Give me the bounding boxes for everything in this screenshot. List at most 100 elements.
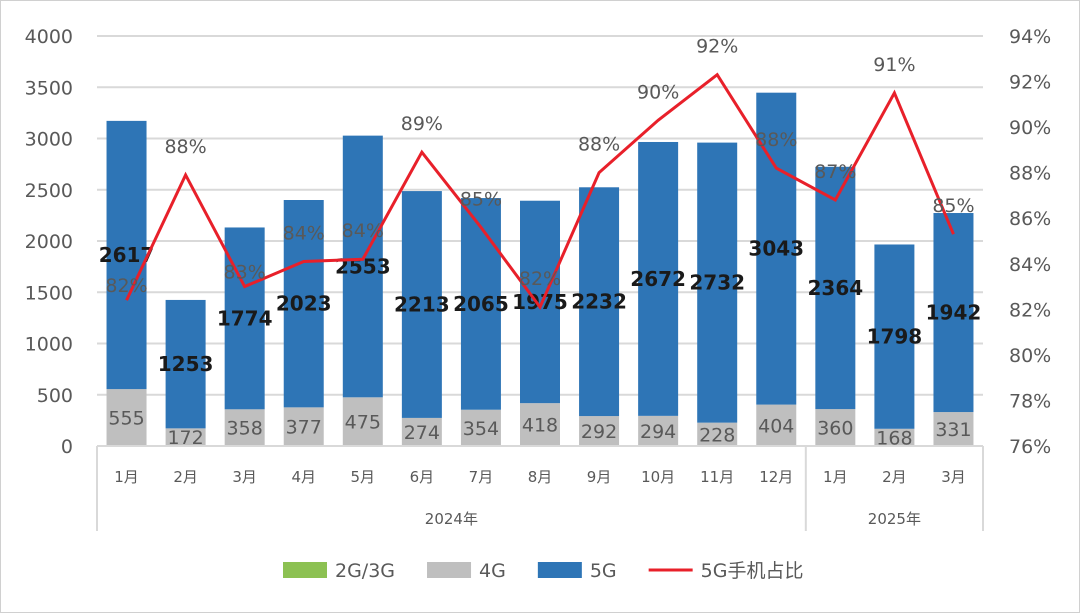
y-right-tick-label: 76% xyxy=(1009,436,1051,458)
x-group-label: 2024年 xyxy=(425,510,478,528)
bar-5g xyxy=(401,191,442,418)
x-tick-label: 9月 xyxy=(587,468,612,486)
bar-5g xyxy=(283,200,324,408)
y-right-tick-label: 82% xyxy=(1009,299,1051,321)
bar-4g xyxy=(933,412,974,446)
bar-4g xyxy=(342,397,383,446)
data-label-share: 88% xyxy=(755,129,797,151)
data-label-share: 90% xyxy=(637,81,679,103)
y-right-tick-label: 92% xyxy=(1009,72,1051,94)
bar-4g xyxy=(697,422,738,446)
x-tick-label: 10月 xyxy=(641,468,675,486)
data-label-5g: 2232 xyxy=(571,290,627,314)
y-right-tick-label: 86% xyxy=(1009,208,1051,230)
y-left-tick-label: 4000 xyxy=(25,26,73,48)
bar-4g xyxy=(579,416,620,446)
x-tick-label: 11月 xyxy=(700,468,734,486)
bar-5g xyxy=(106,120,147,390)
bar-4g xyxy=(815,409,856,446)
bar-4g xyxy=(874,428,915,446)
data-label-share: 88% xyxy=(578,134,620,156)
data-label-4g: 172 xyxy=(167,427,203,449)
bar-4g xyxy=(756,404,797,446)
legend-swatch xyxy=(283,562,327,578)
data-label-5g: 3043 xyxy=(748,237,804,261)
bar-5g xyxy=(342,135,383,398)
bar-5g xyxy=(815,166,856,410)
x-tick-label: 5月 xyxy=(351,468,376,486)
bar-4g xyxy=(283,407,324,446)
data-label-4g: 377 xyxy=(286,417,322,439)
data-label-5g: 1975 xyxy=(512,290,568,314)
bar-4g xyxy=(401,417,442,446)
data-label-share: 87% xyxy=(814,161,856,183)
y-right-tick-label: 84% xyxy=(1009,254,1051,276)
bar-4g xyxy=(520,403,560,446)
data-label-share: 84% xyxy=(283,223,325,245)
line-5g-share xyxy=(125,72,955,311)
data-label-share: 85% xyxy=(460,188,502,210)
data-label-5g: 2617 xyxy=(99,243,155,267)
x-tick-label: 1月 xyxy=(114,468,139,486)
data-label-share: 82% xyxy=(105,275,147,297)
data-label-4g: 555 xyxy=(108,408,144,430)
data-label-5g: 2023 xyxy=(276,292,332,316)
x-group-label: 2025年 xyxy=(868,510,921,528)
data-label-share: 91% xyxy=(873,54,915,76)
x-tick-label: 2月 xyxy=(882,468,907,486)
x-tick-label: 3月 xyxy=(941,468,966,486)
bar-4g xyxy=(638,415,679,446)
legend-label: 5G手机占比 xyxy=(701,560,804,582)
y-left-tick-label: 3000 xyxy=(25,129,73,151)
bar-4g xyxy=(460,409,501,446)
legend-swatch xyxy=(537,562,582,578)
data-label-4g: 358 xyxy=(227,418,263,440)
y-left-tick-label: 500 xyxy=(37,385,73,407)
data-label-4g: 228 xyxy=(699,424,735,446)
y-left-tick-label: 0 xyxy=(61,436,73,458)
data-label-4g: 360 xyxy=(817,418,853,440)
bar-4g xyxy=(165,428,206,446)
bar-5g xyxy=(874,244,915,429)
bar-5g xyxy=(933,213,974,413)
data-label-5g: 2213 xyxy=(394,292,450,316)
data-label-4g: 418 xyxy=(522,415,558,437)
y-left-tick-label: 2500 xyxy=(25,180,73,202)
data-label-4g: 404 xyxy=(758,415,794,437)
bar-4g xyxy=(224,409,265,446)
y-right-tick-label: 88% xyxy=(1009,163,1051,185)
bar-5g xyxy=(224,227,265,410)
y-left-tick-label: 1000 xyxy=(25,334,73,356)
data-label-5g: 1774 xyxy=(217,306,273,330)
data-label-5g: 2672 xyxy=(630,267,686,291)
data-label-share: 83% xyxy=(224,262,266,284)
y-right-tick-label: 80% xyxy=(1009,345,1051,367)
legend-label: 5G xyxy=(590,560,617,582)
data-label-5g: 2732 xyxy=(689,271,745,295)
x-tick-label: 8月 xyxy=(528,468,553,486)
y-left-tick-label: 3500 xyxy=(25,77,73,99)
bar-5g xyxy=(579,187,620,417)
bar-5g xyxy=(638,141,679,416)
data-label-share: 82% xyxy=(519,268,561,290)
data-label-5g: 1253 xyxy=(158,352,214,376)
x-tick-label: 1月 xyxy=(823,468,848,486)
data-label-4g: 168 xyxy=(876,427,912,449)
bar-5g xyxy=(165,299,206,429)
x-tick-label: 2月 xyxy=(173,468,198,486)
data-label-share: 92% xyxy=(696,36,738,58)
data-label-5g: 1942 xyxy=(926,301,982,325)
data-label-share: 88% xyxy=(164,136,206,158)
bar-5g xyxy=(460,198,501,410)
data-label-4g: 331 xyxy=(935,419,971,441)
x-tick-label: 6月 xyxy=(410,468,435,486)
data-label-5g: 1798 xyxy=(867,325,923,349)
y-right-tick-label: 90% xyxy=(1009,117,1051,139)
data-label-4g: 475 xyxy=(345,412,381,434)
data-label-4g: 274 xyxy=(404,422,440,444)
x-tick-label: 3月 xyxy=(232,468,257,486)
data-label-5g: 2364 xyxy=(807,276,863,300)
legend-swatch xyxy=(427,562,472,578)
legend-label: 2G/3G xyxy=(335,560,395,582)
